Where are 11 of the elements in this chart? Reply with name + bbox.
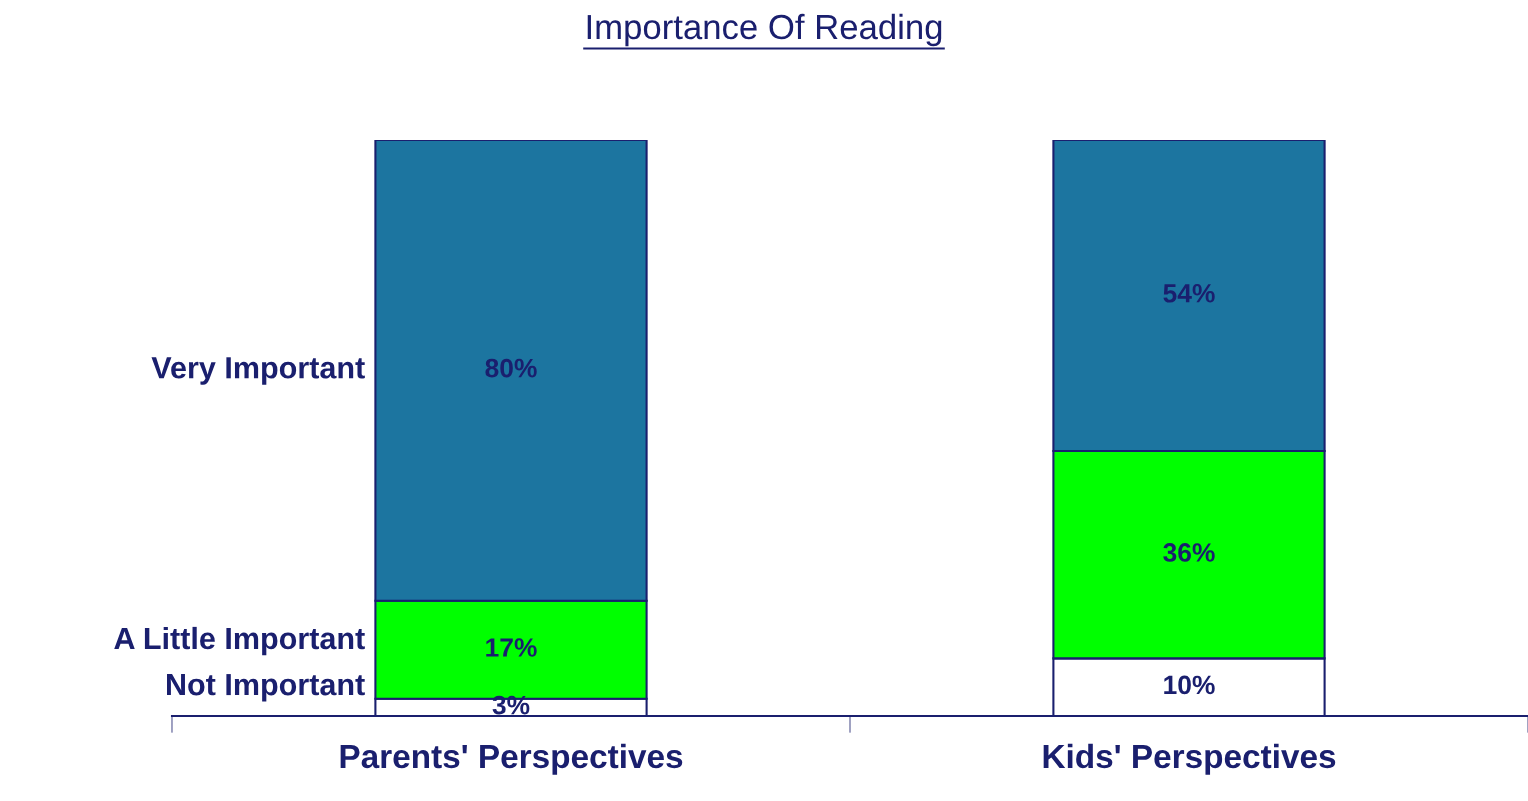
x-tick-label: Kids' Perspectives xyxy=(1043,743,1336,775)
data-label: 54% xyxy=(1163,283,1215,303)
data-label: 80% xyxy=(485,358,537,378)
data-label: 10% xyxy=(1164,675,1215,695)
series-label: Not Important xyxy=(167,674,365,702)
data-label: 17% xyxy=(486,638,537,657)
series-label: A Little Important xyxy=(114,626,365,656)
chart-title: Importance Of Reading xyxy=(587,13,942,47)
x-tick-label: Parents' Perspectives xyxy=(340,743,683,775)
series-label: Very Important xyxy=(151,357,365,385)
data-label: 36% xyxy=(1163,543,1215,562)
